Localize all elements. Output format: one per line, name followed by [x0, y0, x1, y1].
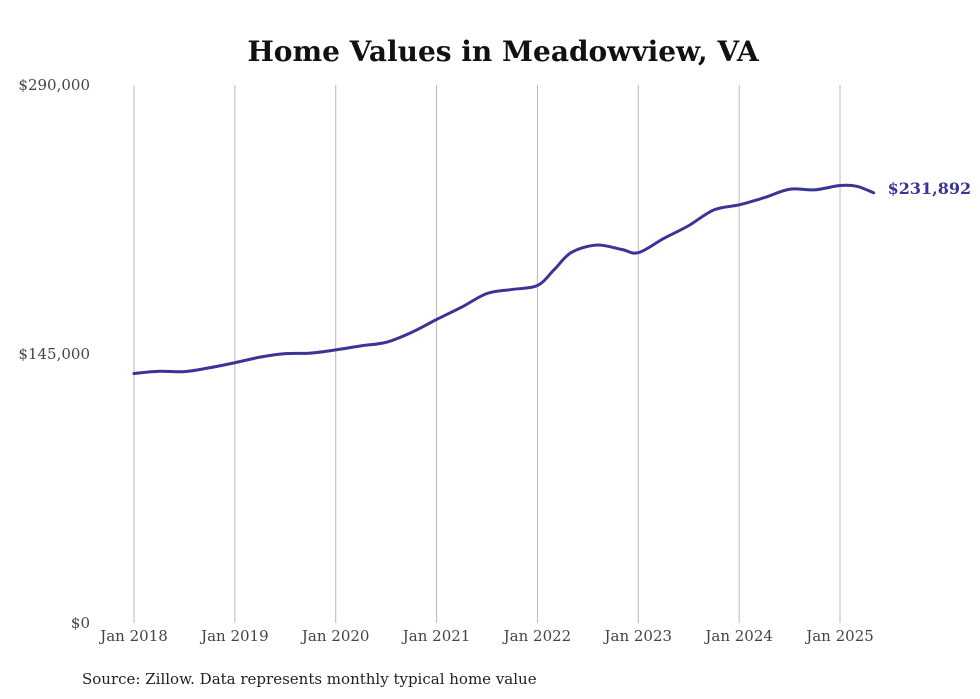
x-tick-label-1: Jan 2019 — [199, 627, 269, 645]
x-axis-tick-labels: Jan 2018 Jan 2019 Jan 2020 Jan 2021 Jan 2022… — [98, 627, 874, 645]
x-tick-label-7: Jan 2025 — [804, 627, 874, 645]
series-line-0 — [132, 183, 876, 375]
source-note: Source: Zillow. Data represents monthly … — [82, 670, 537, 688]
x-tick-label-5: Jan 2023 — [603, 627, 673, 645]
end-value-label-0: $231,892 — [888, 179, 972, 198]
y-axis-tick-labels: $0 $145,000 $290,000 — [18, 76, 90, 632]
gridlines — [133, 85, 841, 623]
x-tick-label-4: Jan 2022 — [502, 627, 572, 645]
x-tick-label-0: Jan 2018 — [98, 627, 168, 645]
x-tick-label-3: Jan 2021 — [401, 627, 471, 645]
x-tick-label-6: Jan 2024 — [703, 627, 773, 645]
chart-title: Home Values in Meadowview, VA — [247, 35, 760, 68]
x-tick-label-2: Jan 2020 — [300, 627, 370, 645]
y-tick-label-2: $290,000 — [18, 76, 90, 94]
series-lines — [132, 183, 876, 375]
y-tick-label-1: $145,000 — [18, 345, 90, 363]
end-value-labels: $231,892 — [888, 179, 972, 198]
y-tick-label-0: $0 — [71, 614, 90, 632]
